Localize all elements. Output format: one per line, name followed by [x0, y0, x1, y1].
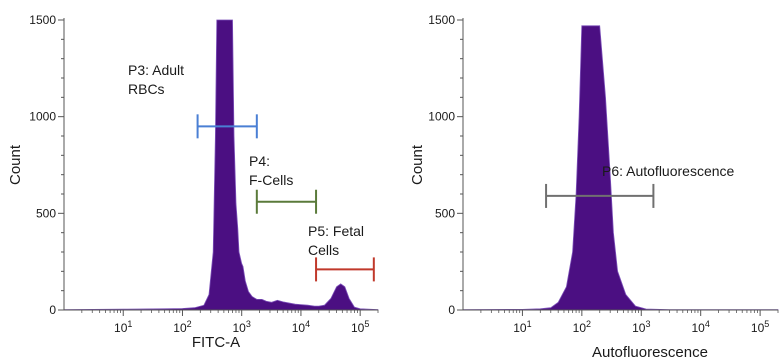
- gate-label: RBCs: [128, 81, 165, 97]
- x-tick-exponent: 4: [705, 319, 710, 329]
- x-tick-label: 104: [692, 319, 710, 335]
- x-tick-base: 10: [292, 321, 306, 335]
- x-tick-exponent: 3: [645, 319, 650, 329]
- gate-label: F-Cells: [249, 172, 293, 188]
- x-tick-exponent: 1: [127, 319, 132, 329]
- x-tick-base: 10: [573, 321, 587, 335]
- x-tick-exponent: 2: [187, 319, 192, 329]
- x-tick-exponent: 3: [246, 319, 251, 329]
- x-axis-title: FITC-A: [192, 334, 240, 351]
- x-axis-title: Autofluorescence: [592, 344, 708, 360]
- y-tick-label: 1000: [428, 110, 455, 124]
- x-tick-exponent: 2: [586, 319, 591, 329]
- x-tick-base: 10: [351, 321, 365, 335]
- x-tick-base: 10: [233, 321, 247, 335]
- y-tick-label: 1500: [428, 13, 455, 27]
- x-tick-label: 104: [292, 319, 310, 335]
- x-tick-exponent: 4: [305, 319, 310, 329]
- histogram-area: [63, 19, 379, 311]
- x-tick-label: 103: [632, 319, 650, 335]
- x-tick-label: 105: [751, 319, 769, 335]
- x-tick-label: 102: [173, 319, 191, 335]
- x-tick-base: 10: [751, 321, 765, 335]
- x-tick-base: 10: [632, 321, 646, 335]
- gate-label: Cells: [308, 242, 339, 258]
- gate-label: P3: Adult: [128, 62, 184, 78]
- gate-label: P5: Fetal: [308, 223, 364, 239]
- gate-label: P6: Autofluorescence: [602, 163, 735, 179]
- x-tick-exponent: 5: [364, 319, 369, 329]
- x-tick-base: 10: [692, 321, 706, 335]
- y-axis-title: Count: [409, 144, 426, 185]
- gate-label: P4:: [249, 153, 270, 169]
- x-tick-label: 101: [513, 319, 531, 335]
- x-tick-base: 10: [513, 321, 527, 335]
- histogram-area: [462, 25, 779, 311]
- x-tick-exponent: 5: [764, 319, 769, 329]
- y-tick-label: 1000: [29, 110, 56, 124]
- y-axis-title: Count: [7, 144, 24, 185]
- x-tick-base: 10: [114, 321, 128, 335]
- y-tick-label: 1500: [29, 13, 56, 27]
- y-tick-label: 0: [448, 303, 455, 317]
- x-tick-label: 103: [233, 319, 251, 335]
- x-tick-label: 101: [114, 319, 132, 335]
- y-tick-label: 0: [49, 303, 56, 317]
- x-tick-exponent: 1: [527, 319, 532, 329]
- x-tick-base: 10: [173, 321, 187, 335]
- y-tick-label: 500: [435, 206, 455, 220]
- x-tick-label: 105: [351, 319, 369, 335]
- y-tick-label: 500: [36, 206, 56, 220]
- x-tick-label: 102: [573, 319, 591, 335]
